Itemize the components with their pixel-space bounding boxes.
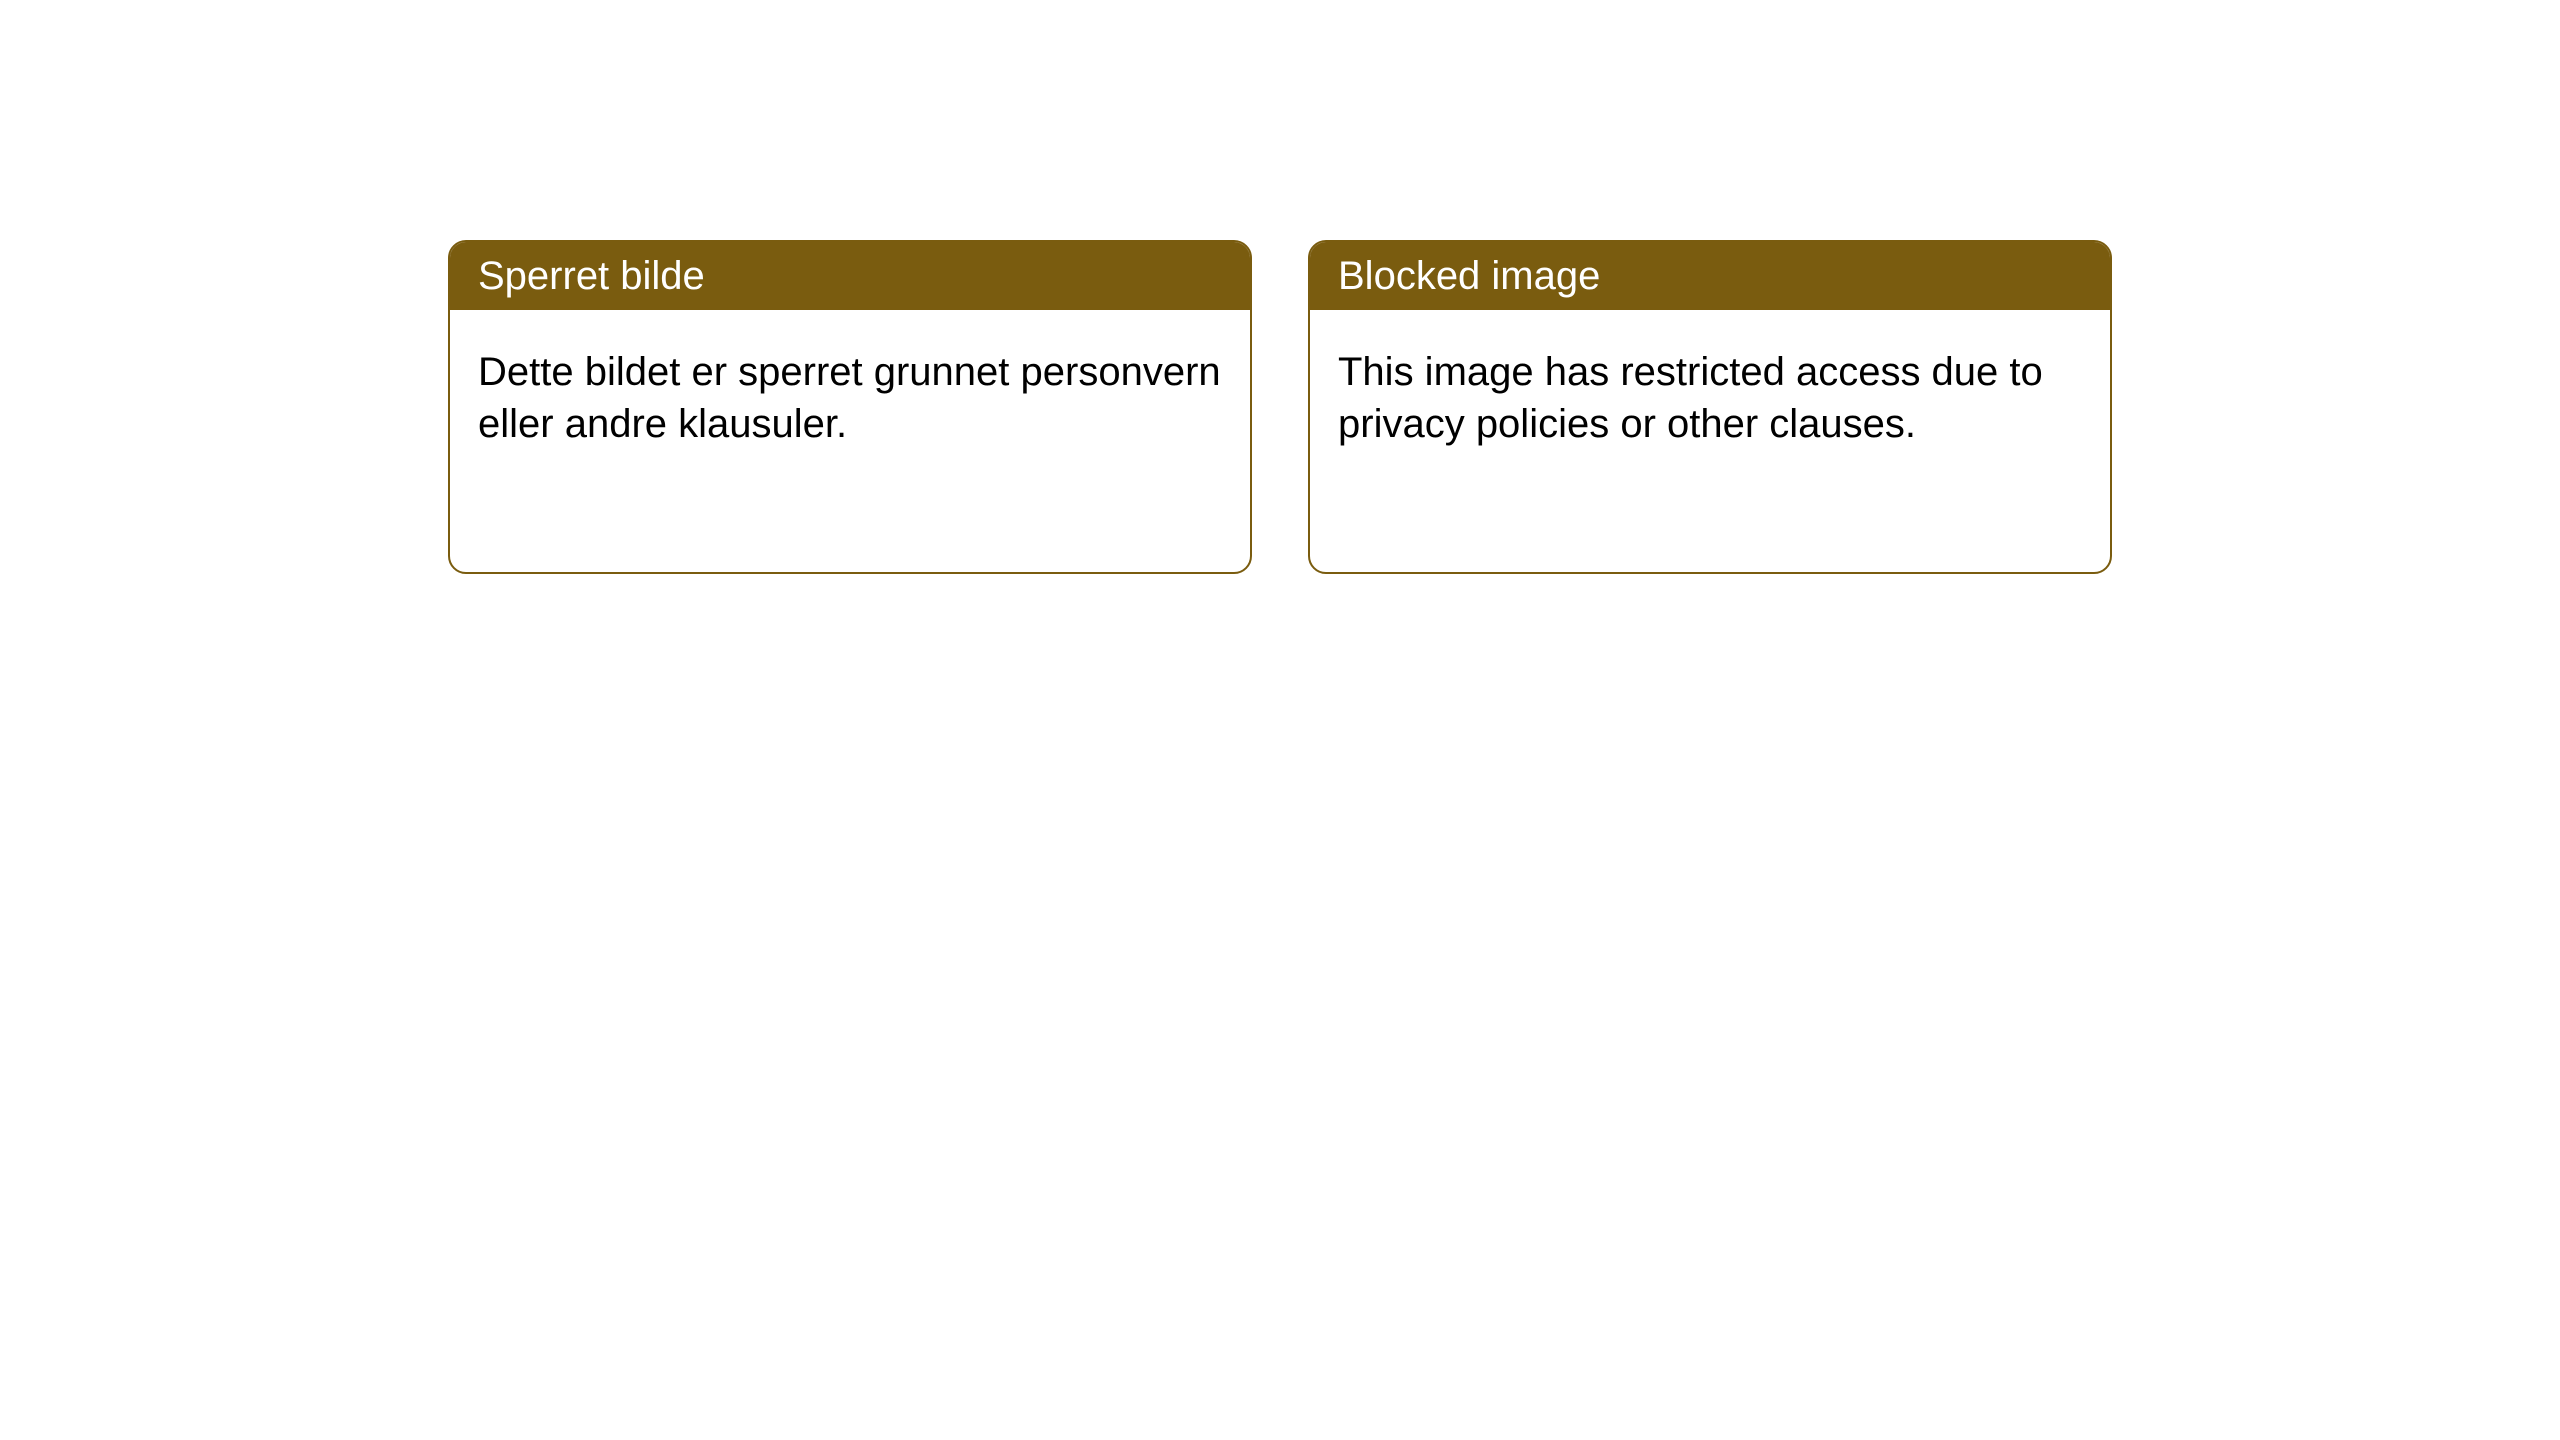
notice-body-norwegian: Dette bildet er sperret grunnet personve… [450,310,1250,486]
notice-title-english: Blocked image [1310,242,2110,310]
notice-title-norwegian: Sperret bilde [450,242,1250,310]
notice-container: Sperret bilde Dette bildet er sperret gr… [448,240,2112,574]
notice-card-english: Blocked image This image has restricted … [1308,240,2112,574]
notice-body-english: This image has restricted access due to … [1310,310,2110,486]
notice-card-norwegian: Sperret bilde Dette bildet er sperret gr… [448,240,1252,574]
